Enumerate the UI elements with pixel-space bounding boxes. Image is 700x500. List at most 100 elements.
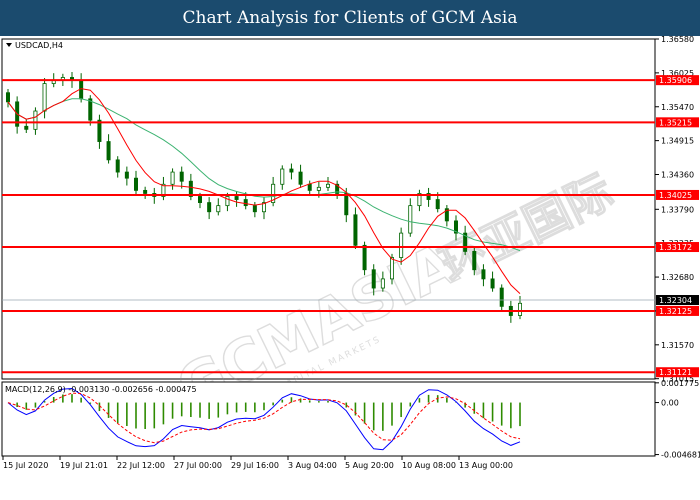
candle-body — [188, 180, 193, 197]
macd-tick-label: 0.001775 — [661, 379, 699, 388]
candle-body — [463, 232, 468, 252]
candle-body — [6, 92, 11, 103]
x-tick-label: 3 Aug 04:00 — [288, 461, 337, 470]
level-tag-label: 1.35906 — [659, 76, 692, 85]
candle-body — [124, 171, 129, 179]
level-tag-label: 1.32125 — [659, 307, 692, 316]
candle — [499, 284, 504, 312]
candle-body — [481, 269, 486, 280]
price-tick-label: 1.34360 — [661, 171, 694, 180]
candle — [481, 264, 486, 287]
candle-body — [344, 193, 349, 216]
candle-body — [88, 98, 93, 121]
x-tick-label: 19 Jul 21:01 — [60, 461, 108, 470]
candle-body — [225, 196, 230, 207]
candle — [161, 176, 166, 201]
macd-panel[interactable]: 0.001775 0.00 -0.004681 MACD(12,26,9) -0.00… — [1, 379, 700, 460]
x-tick-label: 13 Aug 00:00 — [459, 461, 513, 470]
candle-body — [133, 177, 138, 191]
title-banner: Chart Analysis for Clients of GCM Asia — [0, 0, 700, 36]
candle — [143, 186, 148, 199]
candle — [298, 164, 303, 188]
candle — [426, 187, 431, 207]
candle-body — [97, 119, 102, 142]
candle — [88, 95, 93, 126]
candle-body — [399, 232, 404, 258]
candle — [124, 166, 129, 186]
candle-body — [371, 269, 376, 289]
candle-body — [380, 278, 385, 289]
candle — [33, 107, 38, 135]
candle — [453, 215, 458, 241]
candle-body — [490, 278, 495, 289]
level-tag-label: 1.31121 — [659, 368, 692, 377]
symbol-label: USDCAD,H4 — [15, 41, 63, 50]
candle-body — [289, 168, 294, 173]
candle-body — [408, 205, 413, 234]
candle — [252, 201, 257, 218]
candle — [271, 176, 276, 207]
x-tick-label: 15 Jul 2020 — [3, 461, 48, 470]
candle-body — [307, 183, 312, 191]
candle-body — [261, 202, 266, 213]
candle-body — [243, 199, 248, 207]
candle — [207, 197, 212, 220]
price-tick-label: 1.36025 — [661, 69, 694, 78]
macd-tick-label: 0.00 — [661, 399, 679, 408]
candle — [344, 187, 349, 223]
candle-body — [106, 141, 111, 161]
candle-body — [161, 183, 166, 197]
candle — [133, 170, 138, 195]
candle-body — [444, 208, 449, 222]
candle-body — [353, 214, 358, 246]
x-tick-label: 10 Aug 08:00 — [402, 461, 456, 470]
candle-body — [207, 202, 212, 213]
ma-fast-line — [7, 88, 521, 294]
macd-histogram — [16, 394, 521, 431]
candle-body — [389, 257, 394, 280]
candle-body — [143, 189, 148, 194]
candle — [417, 189, 422, 212]
price-panel-frame — [1, 38, 656, 380]
candle-body — [216, 205, 221, 213]
level-tag-label: 1.33172 — [659, 243, 692, 252]
candle-body — [518, 302, 523, 316]
level-tag — [656, 242, 699, 253]
price-tick-label: 1.34915 — [661, 137, 694, 146]
price-tick-label: 1.32680 — [661, 273, 694, 282]
ma-slow-line — [7, 98, 521, 252]
candle — [24, 118, 29, 134]
macd-panel-frame — [1, 381, 656, 457]
page-title: Chart Analysis for Clients of GCM Asia — [182, 8, 518, 28]
price-tick-label: 1.33790 — [661, 205, 694, 214]
candle — [289, 163, 294, 180]
candle — [371, 264, 376, 296]
candle-body — [325, 183, 330, 188]
candle — [463, 225, 468, 256]
candle — [179, 166, 184, 189]
x-tick-label: 5 Aug 20:00 — [345, 461, 394, 470]
candle-body — [435, 199, 440, 210]
candle — [106, 134, 111, 164]
candle — [325, 176, 330, 191]
x-tick-label: 22 Jul 12:00 — [117, 461, 165, 470]
level-tag — [656, 189, 699, 200]
candle-body — [426, 193, 431, 200]
candle — [472, 247, 477, 276]
candle-body — [335, 183, 340, 194]
dropdown-triangle-icon — [6, 43, 12, 47]
candle — [6, 89, 11, 108]
x-tick-label: 27 Jul 00:00 — [174, 461, 222, 470]
level-tag — [656, 117, 699, 128]
candle — [216, 198, 221, 216]
price-tick-label: 1.36580 — [661, 36, 694, 44]
candle-body — [499, 287, 504, 307]
candle-body — [179, 171, 184, 182]
candle-body — [234, 196, 239, 200]
level-tag — [656, 75, 699, 86]
candle-body — [33, 110, 38, 130]
level-tag-label: 1.35215 — [659, 118, 692, 127]
candle — [380, 271, 385, 292]
